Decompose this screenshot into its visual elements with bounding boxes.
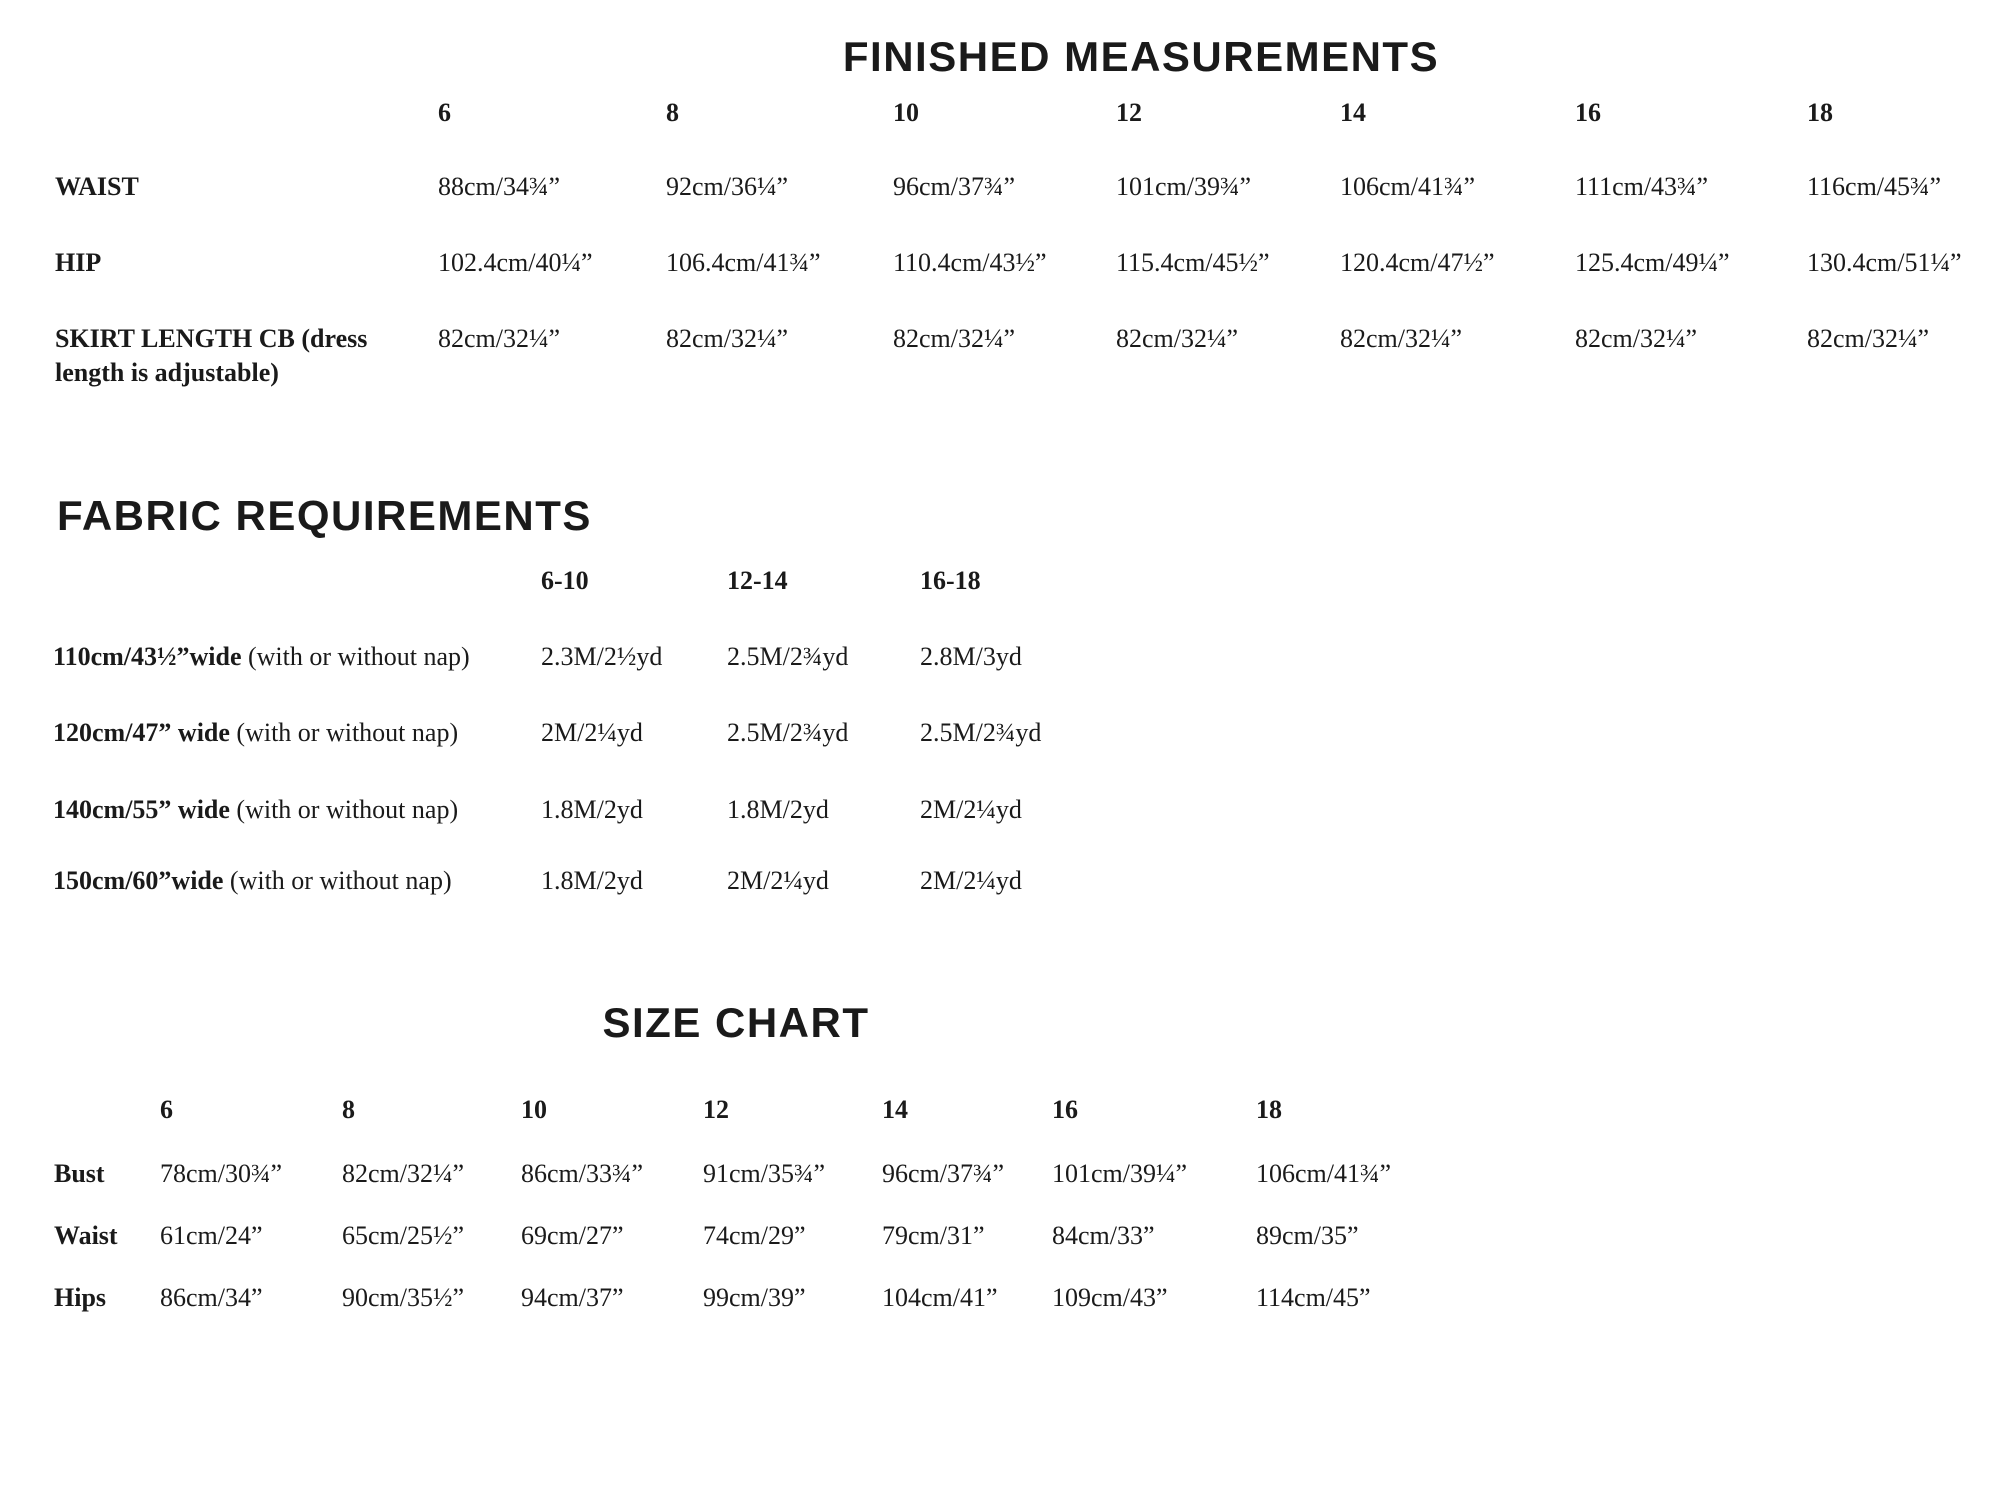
measurement-cell: 82cm/32¼”	[1575, 324, 1698, 353]
body-measurement-cell: 78cm/30¾”	[160, 1159, 283, 1188]
measurement-cell: 110.4cm/43½”	[893, 248, 1047, 277]
size-header: 16	[1052, 1095, 1078, 1124]
body-measurement-cell: 96cm/37¾”	[882, 1159, 1005, 1188]
size-range-header: 6-10	[541, 566, 589, 595]
measurement-cell: 130.4cm/51¼”	[1807, 248, 1962, 277]
size-range-header: 16-18	[920, 566, 981, 595]
yardage-cell: 2.5M/2¾yd	[727, 718, 849, 747]
body-measurement-cell: 82cm/32¼”	[342, 1159, 465, 1188]
size-header: 12	[1116, 98, 1142, 127]
body-measurement-cell: 89cm/35”	[1256, 1221, 1359, 1250]
fabric-width: 110cm/43½”wide	[53, 642, 242, 671]
size-header: 14	[1340, 98, 1366, 127]
yardage-cell: 2.5M/2¾yd	[920, 718, 1042, 747]
fabric-width: 150cm/60”wide	[53, 866, 224, 895]
size-header: 12	[703, 1095, 729, 1124]
size-header: 16	[1575, 98, 1601, 127]
size-header: 8	[666, 98, 679, 127]
body-measurement-cell: 101cm/39¼”	[1052, 1159, 1188, 1188]
size-chart-title: SIZE CHART	[602, 999, 870, 1046]
yardage-cell: 1.8M/2yd	[727, 795, 829, 824]
yardage-cell: 2.5M/2¾yd	[727, 642, 849, 671]
body-measurement-cell: 86cm/33¾”	[521, 1159, 644, 1188]
body-measurement-cell: 74cm/29”	[703, 1221, 806, 1250]
measurement-cell: 82cm/32¼”	[1340, 324, 1463, 353]
measurement-cell: 106.4cm/41¾”	[666, 248, 821, 277]
size-range-header: 12-14	[727, 566, 788, 595]
measurement-cell: 101cm/39¾”	[1116, 172, 1252, 201]
fabric-width: 120cm/47” wide	[53, 718, 230, 747]
fabric-requirements-title: FABRIC REQUIREMENTS	[57, 492, 592, 539]
yardage-cell: 2.3M/2½yd	[541, 642, 663, 671]
size-header: 8	[342, 1095, 355, 1124]
body-measurement-cell: 106cm/41¾”	[1256, 1159, 1392, 1188]
yardage-cell: 1.8M/2yd	[541, 866, 643, 895]
measurement-cell: 106cm/41¾”	[1340, 172, 1476, 201]
body-measurement-cell: 65cm/25½”	[342, 1221, 465, 1250]
measurement-cell: 88cm/34¾”	[438, 172, 561, 201]
body-measurement-cell: 91cm/35¾”	[703, 1159, 826, 1188]
measurement-cell: 120.4cm/47½”	[1340, 248, 1495, 277]
fabric-width-label: 150cm/60”wide (with or without nap)	[53, 864, 452, 898]
size-header: 18	[1807, 98, 1833, 127]
measurement-cell: 82cm/32¼”	[1116, 324, 1239, 353]
measurement-cell: 82cm/32¼”	[666, 324, 789, 353]
measurement-cell: 96cm/37¾”	[893, 172, 1016, 201]
row-label: Hips	[54, 1283, 107, 1312]
measurement-cell: 82cm/32¼”	[893, 324, 1016, 353]
size-header: 18	[1256, 1095, 1282, 1124]
fabric-width-label: 140cm/55” wide (with or without nap)	[53, 793, 458, 827]
yardage-cell: 1.8M/2yd	[541, 795, 643, 824]
fabric-width: 140cm/55” wide	[53, 795, 230, 824]
measurement-cell: 111cm/43¾”	[1575, 172, 1709, 201]
measurement-cell: 82cm/32¼”	[1807, 324, 1930, 353]
yardage-cell: 2M/2¼yd	[541, 718, 643, 747]
size-header: 10	[521, 1095, 547, 1124]
row-label: HIP	[55, 248, 102, 277]
nap-note: (with or without nap)	[229, 795, 459, 824]
body-measurement-cell: 104cm/41”	[882, 1283, 998, 1312]
measurement-cell: 116cm/45¾”	[1807, 172, 1942, 201]
body-measurement-cell: 79cm/31”	[882, 1221, 985, 1250]
size-header: 6	[438, 98, 451, 127]
body-measurement-cell: 90cm/35½”	[342, 1283, 465, 1312]
measurement-cell: 125.4cm/49¼”	[1575, 248, 1730, 277]
nap-note: (with or without nap)	[229, 718, 459, 747]
row-label: WAIST	[55, 172, 139, 201]
yardage-cell: 2.8M/3yd	[920, 642, 1022, 671]
body-measurement-cell: 61cm/24”	[160, 1221, 263, 1250]
body-measurement-cell: 69cm/27”	[521, 1221, 624, 1250]
yardage-cell: 2M/2¼yd	[920, 795, 1022, 824]
nap-note: (with or without nap)	[241, 642, 470, 671]
row-label: Bust	[54, 1159, 105, 1188]
row-label: Waist	[54, 1221, 118, 1250]
yardage-cell: 2M/2¼yd	[727, 866, 829, 895]
size-header: 10	[893, 98, 919, 127]
body-measurement-cell: 94cm/37”	[521, 1283, 624, 1312]
measurement-cell: 115.4cm/45½”	[1116, 248, 1270, 277]
fabric-width-label: 110cm/43½”wide (with or without nap)	[53, 640, 470, 674]
row-label: SKIRT LENGTH CB (dress length is adjusta…	[55, 324, 368, 387]
finished-measurements-title: FINISHED MEASUREMENTS	[842, 33, 1440, 80]
body-measurement-cell: 99cm/39”	[703, 1283, 806, 1312]
fabric-width-label: 120cm/47” wide (with or without nap)	[53, 716, 458, 750]
body-measurement-cell: 114cm/45”	[1256, 1283, 1371, 1312]
measurement-cell: 82cm/32¼”	[438, 324, 561, 353]
body-measurement-cell: 109cm/43”	[1052, 1283, 1168, 1312]
yardage-cell: 2M/2¼yd	[920, 866, 1022, 895]
size-header: 14	[882, 1095, 908, 1124]
nap-note: (with or without nap)	[223, 866, 452, 895]
body-measurement-cell: 84cm/33”	[1052, 1221, 1155, 1250]
measurement-cell: 92cm/36¼”	[666, 172, 789, 201]
body-measurement-cell: 86cm/34”	[160, 1283, 263, 1312]
size-header: 6	[160, 1095, 173, 1124]
measurement-cell: 102.4cm/40¼”	[438, 248, 593, 277]
